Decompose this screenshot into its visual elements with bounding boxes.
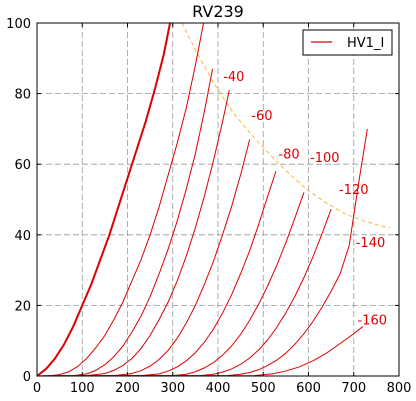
load-line — [181, 22, 391, 229]
x-tick-label: 700 — [341, 381, 366, 396]
curve-label-6: -140 — [356, 236, 386, 251]
series-group — [36, 22, 368, 377]
x-tick-label: 500 — [251, 381, 276, 396]
series-line-3 — [36, 68, 214, 377]
x-tick-label: 400 — [206, 381, 231, 396]
curve-label-4: -100 — [310, 151, 340, 166]
series-line-1 — [36, 22, 172, 377]
series-line-4 — [36, 89, 230, 377]
series-line-8 — [36, 208, 332, 377]
ticks: 0 100 200 300 400 500 600 700 800 0 20 40 60 80 100 — [6, 17, 411, 396]
series-line-10 — [36, 326, 364, 377]
series-line-7 — [36, 192, 305, 377]
x-tick-label: 600 — [296, 381, 321, 396]
chart-title: RV239 — [192, 2, 244, 21]
x-tick-label: 300 — [160, 381, 185, 396]
y-tick-label: 40 — [14, 229, 31, 244]
x-tick-label: 200 — [115, 381, 140, 396]
series-line-5 — [36, 139, 251, 377]
grid — [37, 23, 399, 376]
y-tick-label: 60 — [14, 158, 31, 173]
series-line-6 — [36, 171, 277, 377]
y-tick-label: 100 — [6, 17, 31, 32]
legend-entry-hv1-i: HV1_I — [347, 36, 384, 51]
series-line-9 — [36, 128, 368, 377]
curve-label-7: -160 — [358, 314, 388, 329]
curve-label-2: -60 — [251, 109, 272, 124]
x-tick-label: 800 — [387, 381, 412, 396]
curve-labels: -40 -60 -80 -100 -120 -140 -160 — [223, 70, 387, 329]
y-tick-label: 20 — [14, 299, 31, 314]
curve-label-3: -80 — [278, 148, 299, 163]
x-tick-label: 0 — [33, 381, 41, 396]
x-tick-label: 100 — [70, 381, 95, 396]
series-line-2 — [36, 22, 205, 377]
y-tick-label: 80 — [14, 88, 31, 103]
load-line-path — [181, 22, 391, 229]
curve-label-1: -40 — [223, 70, 244, 85]
y-tick-label: 0 — [23, 370, 31, 385]
curve-label-5: -120 — [339, 183, 369, 198]
legend: HV1_I — [302, 29, 393, 56]
